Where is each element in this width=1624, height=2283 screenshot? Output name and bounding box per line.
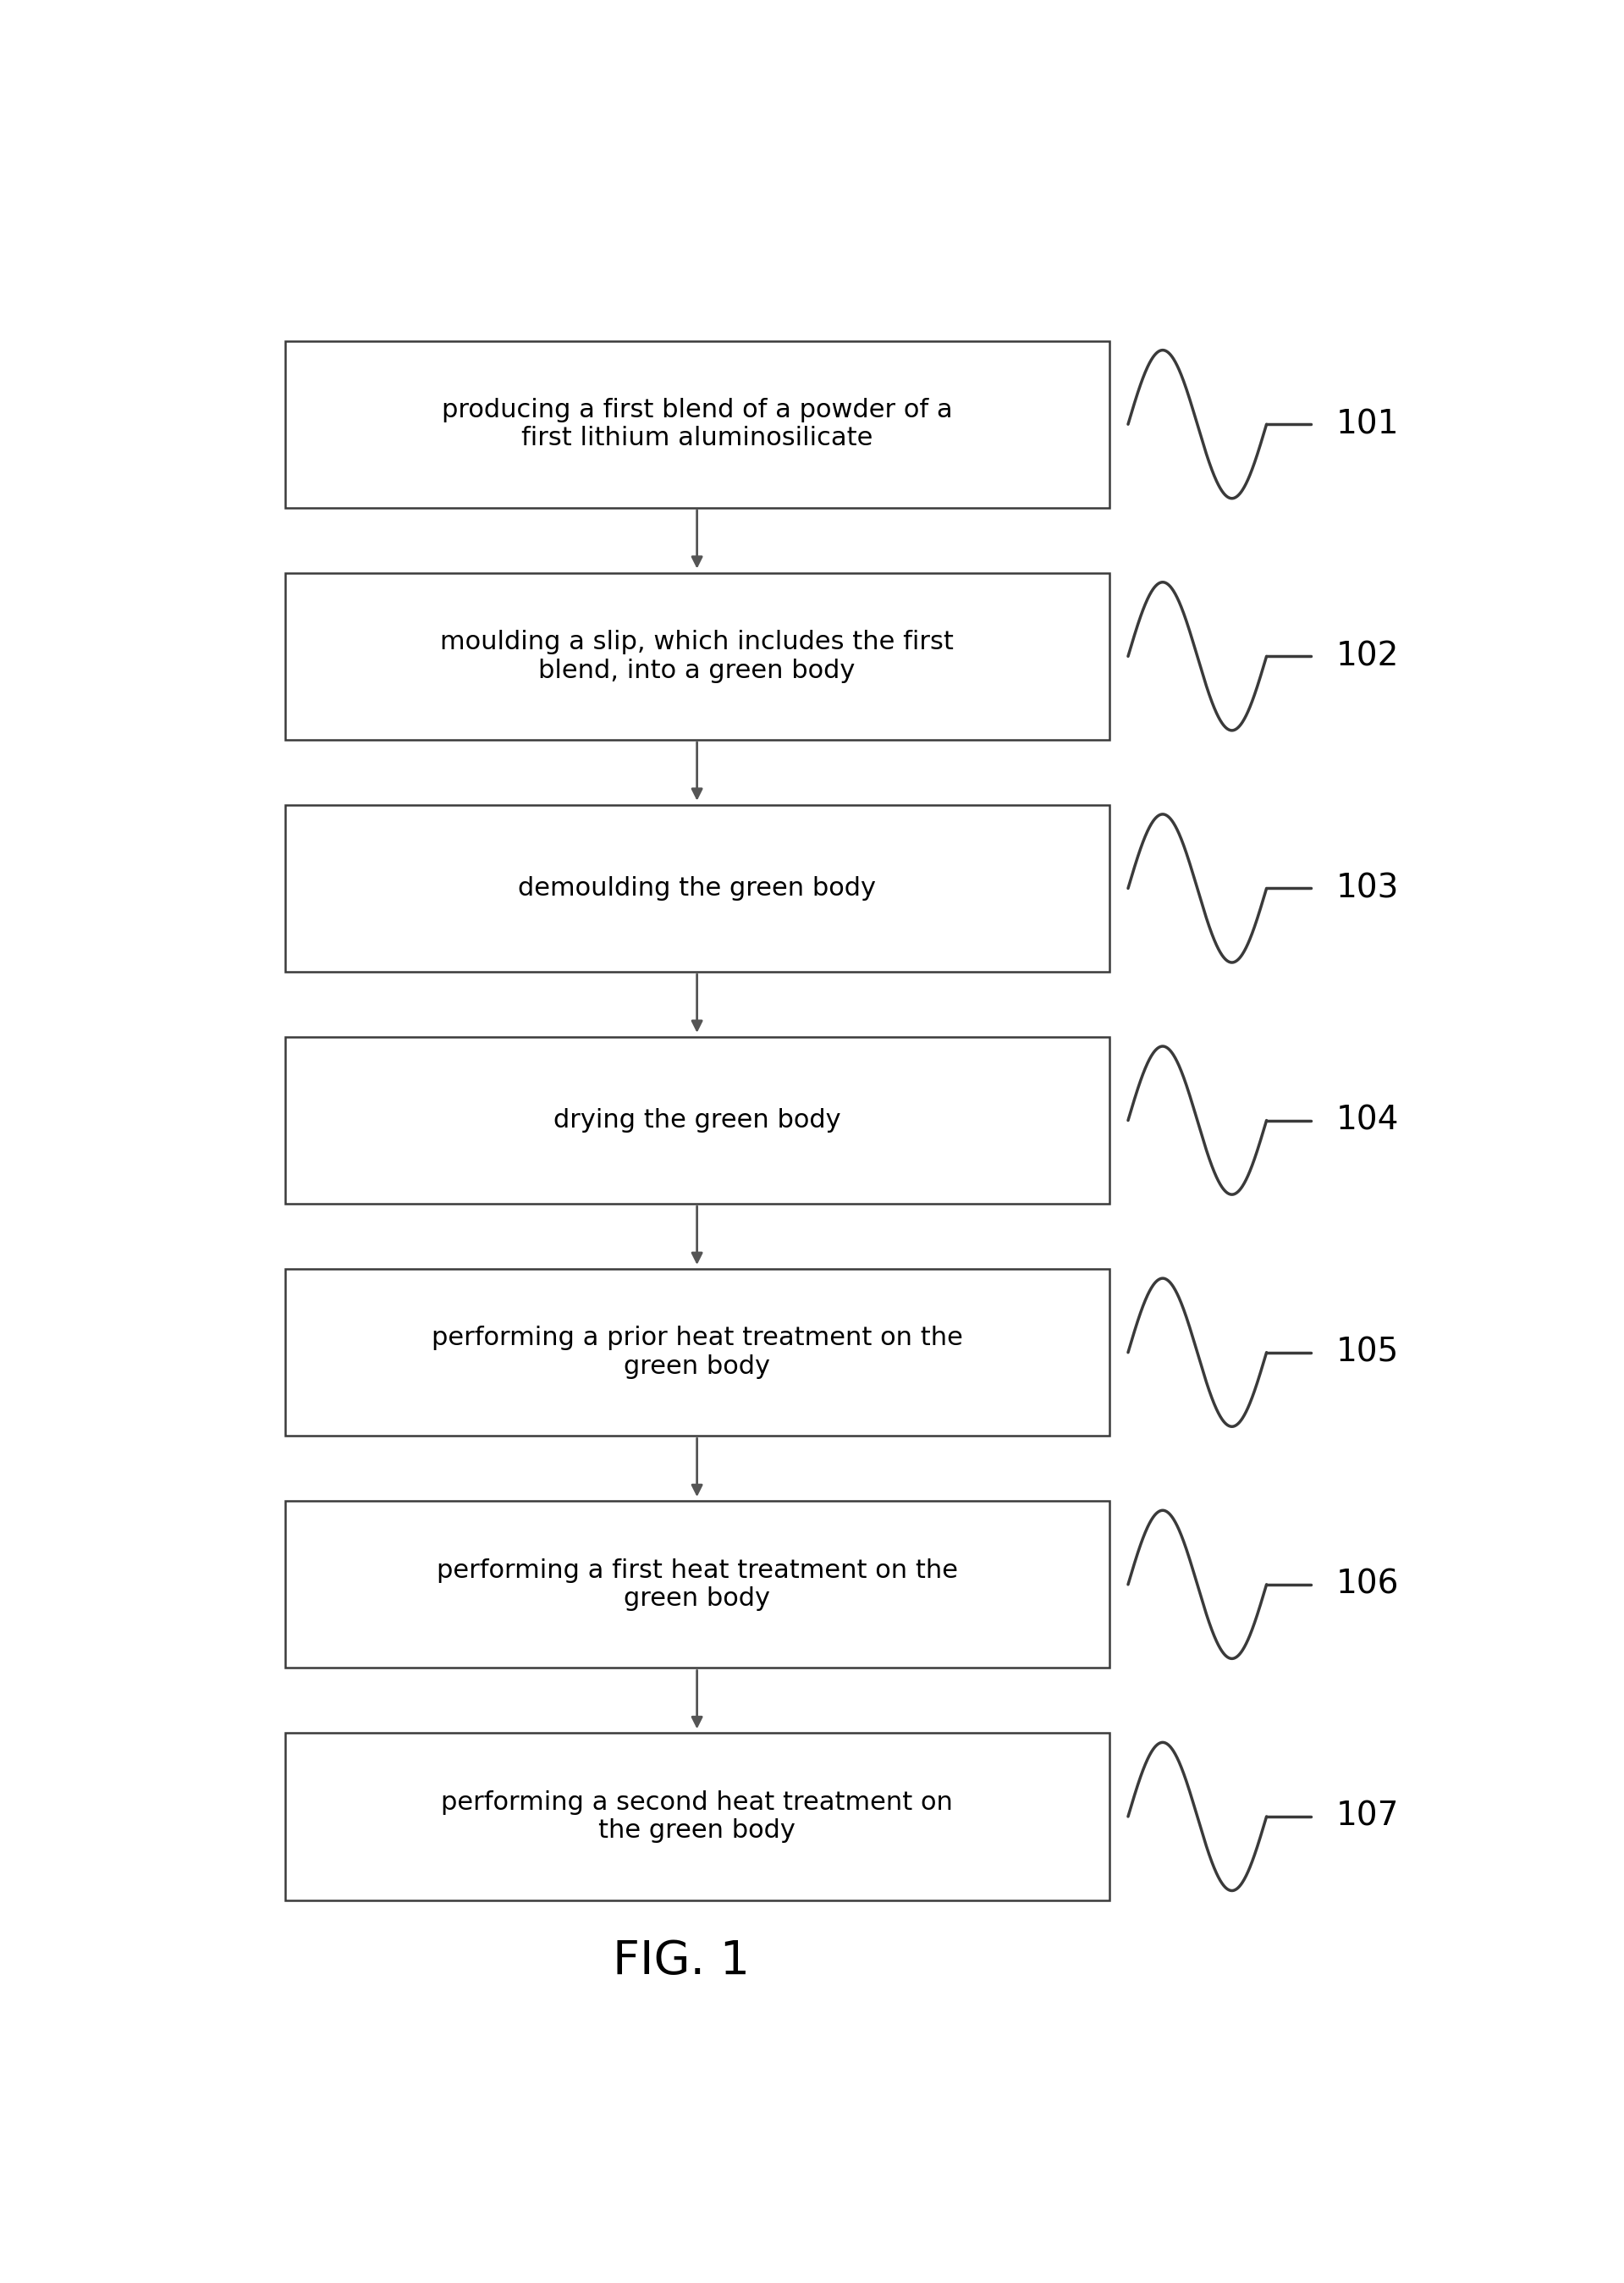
Text: FIG. 1: FIG. 1 [612,1938,750,1984]
Text: 102: 102 [1335,639,1398,673]
Text: 101: 101 [1335,409,1398,441]
Bar [284,806,1109,973]
Bar [284,1500,1109,1669]
Text: 104: 104 [1335,1105,1398,1137]
Text: moulding a slip, which includes the first
blend, into a green body: moulding a slip, which includes the firs… [440,630,953,683]
Bar [284,1269,1109,1436]
Text: 107: 107 [1335,1801,1398,1833]
Text: demoulding the green body: demoulding the green body [518,877,875,900]
Text: drying the green body: drying the green body [554,1107,841,1132]
Text: 103: 103 [1335,872,1398,904]
Text: performing a prior heat treatment on the
green body: performing a prior heat treatment on the… [432,1326,963,1379]
Text: 106: 106 [1335,1568,1398,1600]
Text: performing a second heat treatment on
the green body: performing a second heat treatment on th… [442,1790,953,1842]
Text: performing a first heat treatment on the
green body: performing a first heat treatment on the… [437,1557,958,1612]
Bar [284,1036,1109,1203]
Text: 105: 105 [1335,1336,1398,1368]
Bar [284,1733,1109,1899]
Bar [284,340,1109,507]
Bar [284,573,1109,740]
Text: producing a first blend of a powder of a
first lithium aluminosilicate: producing a first blend of a powder of a… [442,397,952,450]
